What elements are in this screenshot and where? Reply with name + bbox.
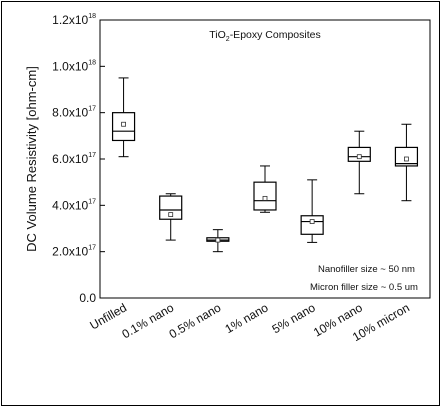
box-group [300,179,324,243]
x-category-label: 0.5% nano [167,300,224,341]
mean-marker [262,195,268,201]
mean-marker [168,212,174,218]
y-tick-label: 2.0x1017 [52,245,96,259]
y-tick-label: 4.0x1017 [52,198,96,212]
y-tick-label: 6.0x1017 [52,152,96,166]
box-group [394,123,419,202]
y-axis-ticks: 0.0 2.0x1017 4.0x1017 6.0x1017 8.0x1017 1.0x1… [52,13,105,305]
y-axis-title: DC Volume Resistivity [ohm-cm] [24,66,39,252]
y-tick-label: 1.2x1018 [52,13,96,27]
mean-marker [404,156,409,162]
iqr-box [300,215,324,235]
mean-marker [215,237,221,243]
x-category-label: 5% nano [270,300,318,336]
x-category-label: 1% nano [222,300,270,336]
mean-marker [121,121,126,127]
plot-area [99,19,431,299]
mean-marker [356,154,362,160]
x-category-label: 0.1% nano [120,300,177,341]
y-tick-label: 1.0x1018 [52,59,96,73]
mean-marker [309,219,315,224]
chart-title: TiO2-Epoxy Composites [209,29,320,43]
box-group [253,165,277,213]
y-tick-label: 8.0x1017 [52,106,96,120]
box-group [159,193,183,241]
annotation-micron-filler: Micron filler size ~ 0.5 um [310,282,418,293]
box-group [206,229,230,253]
box-series [111,77,419,253]
iqr-box [159,195,183,220]
box-group [111,77,136,158]
y-tick-label: 0.0 [79,291,96,305]
box-group [347,130,371,195]
annotation-nanofiller: Nanofiller size ~ 50 nm [318,264,415,275]
